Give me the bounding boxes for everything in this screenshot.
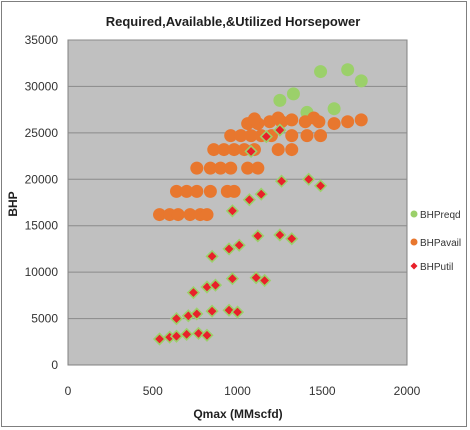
x-tick-label: 1000 — [224, 384, 251, 398]
data-point-bhputil — [205, 304, 219, 318]
y-tick-label: 10000 — [25, 265, 59, 279]
data-point-bhpavail — [217, 143, 231, 157]
y-tick-label: 30000 — [25, 79, 59, 93]
data-point-bhputil — [230, 305, 245, 319]
data-point-bhputil — [205, 249, 219, 263]
data-point-bhputil — [200, 328, 214, 342]
data-point-bhpavail — [171, 208, 185, 222]
data-point-bhpavail — [200, 208, 214, 222]
data-point-bhpavail — [341, 115, 355, 129]
x-tick-label: 2000 — [394, 384, 421, 398]
data-point-bhputil — [313, 179, 328, 193]
data-point-bhputil — [190, 307, 204, 321]
data-point-bhpavail — [327, 117, 341, 131]
data-point-bhpavail — [271, 111, 285, 125]
data-point-bhpavail — [354, 113, 368, 127]
data-point-bhpavail — [180, 184, 194, 198]
data-point-bhpavail — [300, 129, 314, 143]
legend-marker-bhputil — [410, 262, 418, 270]
data-point-bhpavail — [285, 143, 299, 157]
data-point-bhputil — [242, 193, 256, 207]
data-point-bhpavail — [285, 129, 299, 143]
data-points — [152, 63, 368, 346]
data-point-bhpavail — [190, 161, 204, 175]
x-tick-label: 0 — [65, 384, 72, 398]
data-point-bhpavail — [190, 184, 204, 198]
data-point-bhpavail — [241, 161, 255, 175]
data-point-bhpavail — [207, 143, 221, 157]
data-point-bhpavail — [224, 129, 238, 143]
data-point-bhpavail — [224, 161, 238, 175]
data-point-bhputil — [302, 172, 316, 186]
data-point-bhputil — [225, 272, 240, 286]
data-point-bhpavail — [247, 112, 261, 126]
y-tick-label: 35000 — [25, 33, 59, 47]
data-point-bhpavail — [227, 184, 241, 198]
chart-title: Required,Available,&Utilized Horsepower — [106, 14, 361, 29]
data-point-bhpreqd — [327, 102, 341, 116]
data-point-bhpreqd — [273, 93, 287, 107]
data-point-bhputil — [225, 204, 240, 218]
data-point-bhpavail — [244, 129, 258, 143]
data-point-bhpavail — [214, 161, 228, 175]
data-point-bhputil — [254, 187, 268, 201]
data-point-bhputil — [244, 144, 258, 159]
legend-marker-bhpavail — [410, 238, 418, 246]
x-axis-label: Qmax (MMscfd) — [193, 407, 282, 421]
y-axis-label: BHP — [6, 191, 20, 216]
data-point-bhpavail — [169, 184, 183, 198]
y-tick-label: 25000 — [25, 126, 59, 140]
data-point-bhputil — [274, 174, 289, 188]
data-point-bhpavail — [251, 161, 265, 175]
y-tick-label: 5000 — [31, 312, 58, 326]
data-point-bhputil — [257, 273, 272, 288]
y-tick-label: 0 — [51, 358, 58, 372]
data-point-bhpavail — [285, 113, 299, 127]
data-point-bhpavail — [203, 161, 217, 175]
data-point-bhputil — [232, 238, 246, 252]
legend-label-bhputil: BHPutil — [420, 262, 453, 273]
data-point-bhputil — [285, 232, 299, 246]
data-point-bhputil — [186, 285, 201, 300]
y-tick-label: 15000 — [25, 219, 59, 233]
data-point-bhputil — [169, 311, 184, 326]
data-point-bhpreqd — [286, 87, 300, 101]
data-point-bhputil — [273, 228, 287, 242]
x-tick-label: 500 — [143, 384, 163, 398]
data-point-bhpavail — [307, 111, 321, 125]
data-point-bhpreqd — [354, 74, 368, 88]
data-point-bhpavail — [234, 129, 248, 143]
data-point-bhpreqd — [341, 63, 355, 77]
legend-label-bhpavail: BHPavail — [420, 238, 461, 249]
data-point-bhputil — [259, 129, 273, 144]
data-point-bhpavail — [203, 184, 217, 198]
data-point-bhpavail — [183, 208, 197, 222]
x-tick-labels: 0 500 1000 1500 2000 — [65, 384, 421, 398]
data-point-bhputil — [251, 229, 265, 243]
data-point-bhpavail — [153, 208, 167, 222]
data-point-bhputil — [273, 123, 287, 137]
data-point-bhpreqd — [314, 65, 328, 79]
data-point-bhputil — [208, 278, 223, 292]
data-point-bhpavail — [314, 129, 328, 143]
legend: BHPreqd BHPavail BHPutil — [410, 210, 461, 273]
y-tick-labels: 0 5000 10000 15000 20000 25000 30000 35000 — [25, 33, 59, 372]
y-tick-label: 20000 — [25, 172, 59, 186]
legend-label-bhpreqd: BHPreqd — [420, 210, 461, 221]
data-point-bhputil — [222, 242, 236, 256]
legend-marker-bhpreqd — [410, 210, 418, 218]
x-tick-label: 1500 — [309, 384, 336, 398]
data-point-bhpavail — [271, 143, 285, 157]
data-point-bhpavail — [227, 143, 241, 157]
data-point-bhputil — [180, 327, 194, 341]
